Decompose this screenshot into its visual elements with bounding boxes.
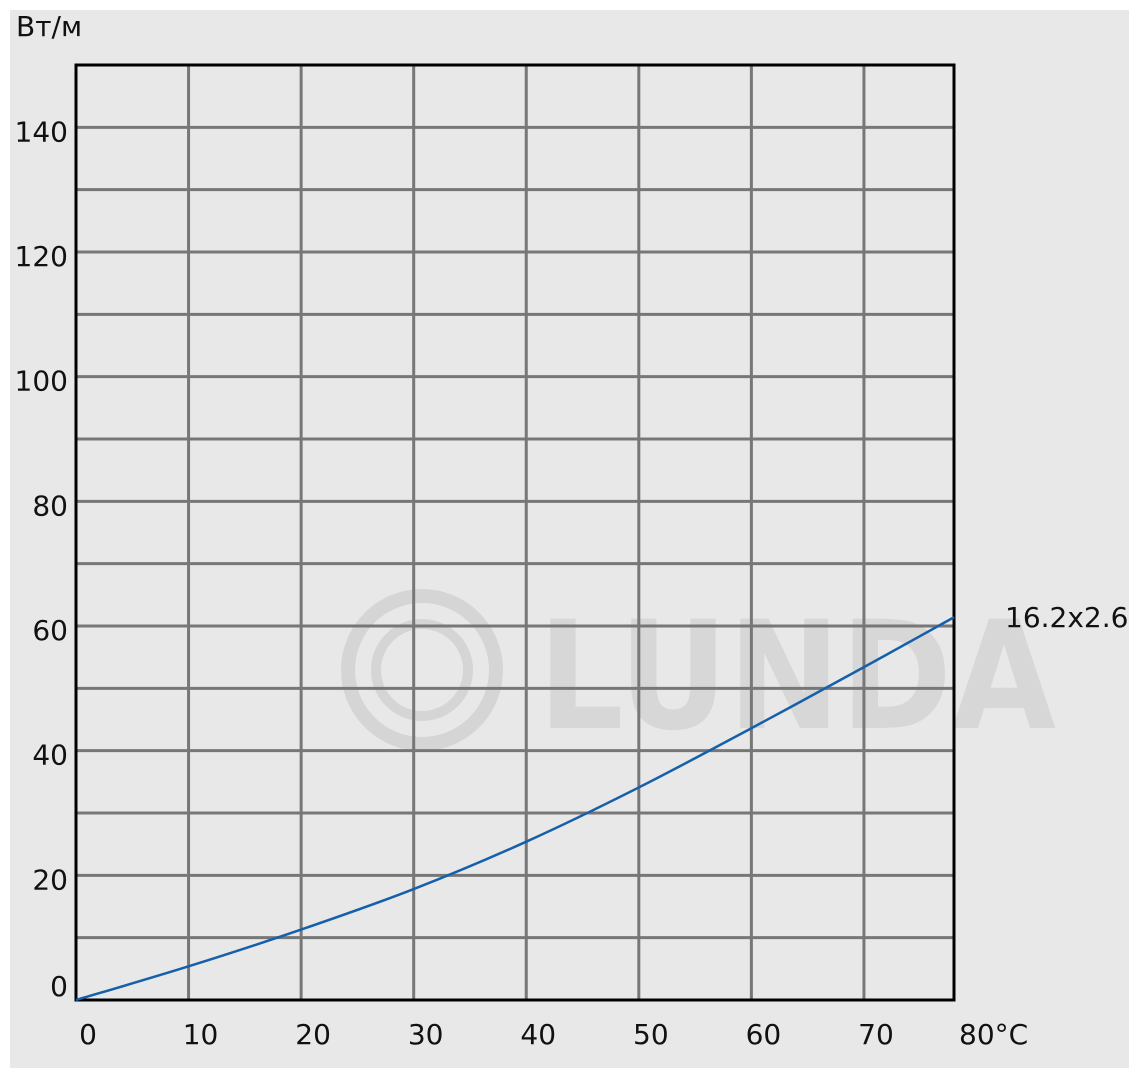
x-tick-label: 0 bbox=[79, 1018, 97, 1051]
x-tick-label: 50 bbox=[633, 1018, 669, 1051]
y-tick-label: 120 bbox=[15, 240, 68, 273]
y-axis-label: Вт/м bbox=[16, 10, 82, 43]
chart-panel: LUNDA 0 10 20 30 40 50 60 70 0 20 40 60 80 100 120 140… bbox=[10, 10, 1129, 1068]
watermark-logo-icon bbox=[341, 589, 503, 751]
watermark: LUNDA bbox=[341, 589, 1056, 764]
grid bbox=[76, 65, 954, 1000]
x-tick-label: 20 bbox=[295, 1018, 331, 1051]
x-axis-label: 80°C bbox=[959, 1018, 1028, 1051]
series-label: 16.2x2.6 bbox=[1005, 601, 1128, 634]
x-tick-label: 10 bbox=[183, 1018, 219, 1051]
y-tick-label: 40 bbox=[32, 739, 68, 772]
x-tick-label: 40 bbox=[520, 1018, 556, 1051]
y-tick-label: 100 bbox=[15, 365, 68, 398]
y-tick-label: 0 bbox=[50, 970, 68, 1003]
y-tick-label: 60 bbox=[32, 614, 68, 647]
y-tick-label: 140 bbox=[15, 115, 68, 148]
x-tick-label: 70 bbox=[858, 1018, 894, 1051]
watermark-text: LUNDA bbox=[538, 590, 1056, 764]
x-tick-label: 30 bbox=[408, 1018, 444, 1051]
series-line bbox=[75, 616, 955, 1002]
x-tick-label: 60 bbox=[746, 1018, 782, 1051]
plot-frame bbox=[74, 63, 956, 1002]
x-tick-labels: 0 10 20 30 40 50 60 70 bbox=[79, 1018, 894, 1051]
y-tick-label: 80 bbox=[32, 489, 68, 522]
y-tick-labels: 0 20 40 60 80 100 120 140 bbox=[15, 115, 68, 1003]
y-tick-label: 20 bbox=[32, 863, 68, 896]
series-layer bbox=[75, 616, 955, 1002]
chart: LUNDA 0 10 20 30 40 50 60 70 0 20 40 60 80 100 120 140… bbox=[15, 10, 1129, 1051]
